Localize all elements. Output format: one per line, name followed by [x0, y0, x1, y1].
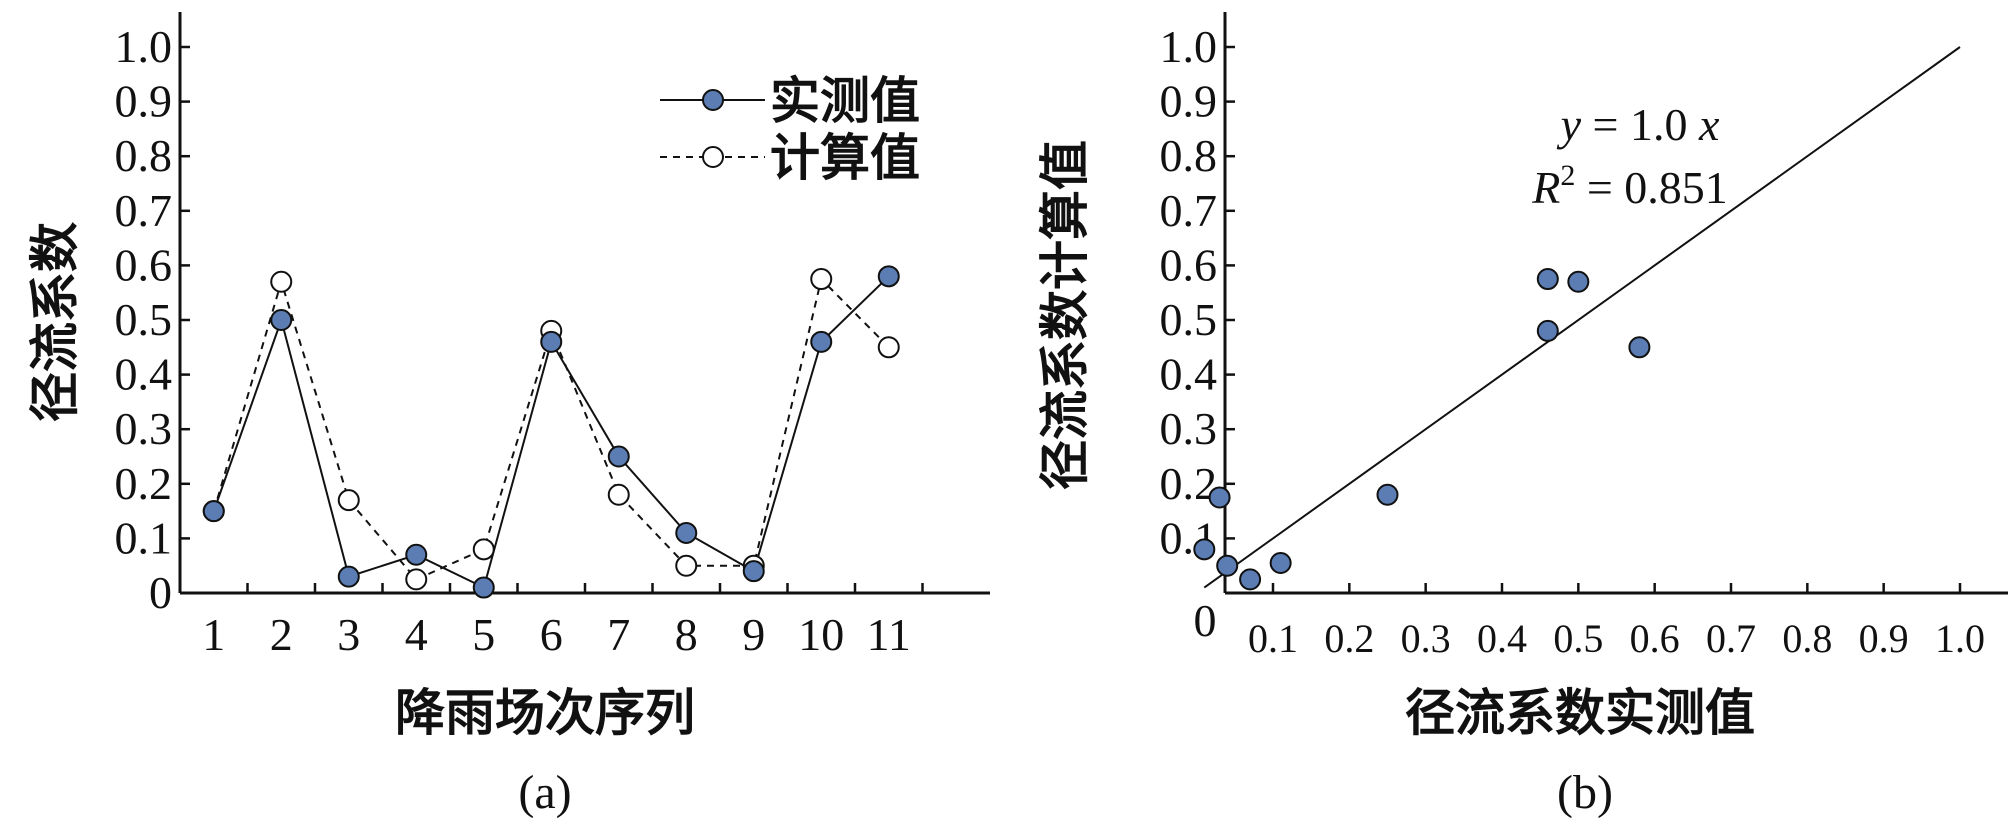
legend-measured-marker [702, 89, 724, 111]
chart-b-x-tick-label: 0.7 [1706, 616, 1756, 661]
chart-a-y-tick-label: 0.7 [115, 185, 173, 236]
chart-b-points [1193, 268, 1651, 591]
chart-a-point-measured [202, 500, 225, 523]
chart-a-x-tick-label: 4 [405, 609, 428, 660]
chart-b-point [1628, 336, 1651, 359]
chart-b: 0.10.20.30.40.50.60.70.80.91.0 0.1 0.2 0.3… [1036, 12, 2008, 819]
chart-a-point-calculated [877, 336, 900, 359]
chart-a-y-tick-label: 0.2 [115, 458, 173, 509]
chart-b-x-ticks: 0.1 0.2 0.3 0.4 0.5 0.6 0.7 0.8 0.9 1.0 [1248, 583, 1985, 661]
chart-a-y-tick-label: 0.9 [115, 76, 173, 127]
chart-a-point-calculated [810, 268, 833, 291]
chart-b-point [1536, 319, 1559, 342]
chart-a-x-tick-label: 3 [337, 609, 360, 660]
chart-b-x-tick-label: 0.5 [1553, 616, 1603, 661]
chart-a-point-calculated [405, 568, 428, 591]
legend-measured-label: 实测值 [770, 72, 920, 130]
chart-a-panel-label: (a) [518, 766, 571, 819]
chart-a-y-tick-label: 0.8 [115, 130, 173, 181]
chart-a-x-tick-label: 5 [472, 609, 495, 660]
chart-a-x-tick-label: 10 [798, 609, 844, 660]
chart-a-series [202, 265, 900, 599]
chart-a-ylabel: 径流系数 [26, 222, 84, 422]
chart-b-r-squared: R2 = 0.851 [1531, 159, 1728, 213]
chart-b-point [1239, 568, 1262, 591]
chart-b-y-tick-label: 0.7 [1160, 185, 1218, 236]
chart-b-y-tick-label: 0.6 [1160, 239, 1218, 290]
chart-a-point-calculated [270, 270, 293, 293]
chart-b-y-tick-label: 0.8 [1160, 130, 1218, 181]
chart-a-y-ticks: 00.10.20.30.40.50.60.70.80.91.0 [115, 21, 190, 618]
chart-b-point [1536, 268, 1559, 291]
chart-a-x-tick-label: 11 [867, 609, 911, 660]
legend-calculated-marker [702, 146, 724, 168]
chart-a-x-tick-label: 2 [270, 609, 293, 660]
chart-b-fit-line [1203, 46, 1961, 589]
chart-a-y-tick-label: 0.3 [115, 403, 173, 454]
chart-a-y-tick-label: 0.4 [115, 349, 173, 400]
chart-b-point [1376, 483, 1399, 506]
chart-a-x-ticks: 1 2 3 4 5 6 7 8 9 10 11 [202, 583, 924, 660]
chart-b-point [1208, 486, 1231, 509]
chart-a-x-tick-label: 1 [202, 609, 225, 660]
chart-b-y-tick-label: 0.3 [1160, 403, 1218, 454]
chart-a-x-tick-label: 9 [742, 609, 765, 660]
chart-b-point [1567, 270, 1590, 293]
chart-a-y-tick-label: 0.6 [115, 239, 173, 290]
chart-a-point-calculated [472, 538, 495, 561]
chart-a-x-tick-label: 7 [607, 609, 630, 660]
chart-b-y-tick-label: 0.9 [1160, 76, 1218, 127]
chart-b-point [1193, 538, 1216, 561]
chart-b-x-tick-label: 0.2 [1324, 616, 1374, 661]
chart-a-point-measured [810, 330, 833, 353]
chart-b-x-tick-label: 1.0 [1935, 616, 1985, 661]
chart-b-point [1216, 554, 1239, 577]
fit-line [1203, 46, 1961, 589]
chart-b-x-tick-label: 0.8 [1782, 616, 1832, 661]
chart-a-point-calculated [607, 483, 630, 506]
legend-calculated-label: 计算值 [770, 129, 920, 187]
chart-a-x-tick-label: 8 [675, 609, 698, 660]
chart-a-xlabel: 降雨场次序列 [395, 684, 695, 742]
chart-a-point-calculated [675, 554, 698, 577]
chart-b-point [1269, 551, 1292, 574]
chart-b-x-tick-label: 0.9 [1859, 616, 1909, 661]
chart-b-x-tick-label: 0.6 [1630, 616, 1680, 661]
chart-b-y-tick-label: 0.5 [1160, 294, 1218, 345]
chart-a-point-measured [405, 543, 428, 566]
chart-a-point-measured [877, 265, 900, 288]
chart-b-x-tick-label: 0.4 [1477, 616, 1527, 661]
chart-a-point-measured [472, 576, 495, 599]
chart-b-x-tick-label: 0.3 [1401, 616, 1451, 661]
chart-b-y-ticks: 0.10.20.30.40.50.60.70.80.91.0 [1160, 21, 1235, 563]
chart-b-equation: y = 1.0 x [1557, 99, 1720, 150]
chart-a-y-tick-label: 0.1 [115, 512, 173, 563]
chart-a-point-calculated [337, 489, 360, 512]
chart-a-y-tick-label: 1.0 [115, 21, 173, 72]
chart-a-point-measured [675, 521, 698, 544]
chart-a-point-measured [337, 565, 360, 588]
chart-a-point-measured [270, 309, 293, 331]
chart-b-ylabel: 径流系数计算值 [1036, 140, 1094, 490]
chart-a-x-tick-label: 6 [540, 609, 563, 660]
chart-b-origin-label: 0 [1194, 595, 1217, 646]
chart-a-point-measured [540, 330, 563, 353]
chart-b-xlabel: 径流系数实测值 [1405, 684, 1755, 742]
chart-a-y-tick-label: 0.5 [115, 294, 173, 345]
chart-b-y-tick-label: 0.4 [1160, 349, 1218, 400]
chart-b-y-tick-label: 1.0 [1160, 21, 1218, 72]
chart-b-panel-label: (b) [1557, 766, 1613, 819]
chart-b-y-tick-label: 0.2 [1160, 458, 1218, 509]
chart-a-y-tick-label: 0 [149, 567, 172, 618]
chart-a-point-measured [742, 560, 765, 583]
chart-a-point-measured [607, 445, 630, 468]
chart-b-x-tick-label: 0.1 [1248, 616, 1298, 661]
